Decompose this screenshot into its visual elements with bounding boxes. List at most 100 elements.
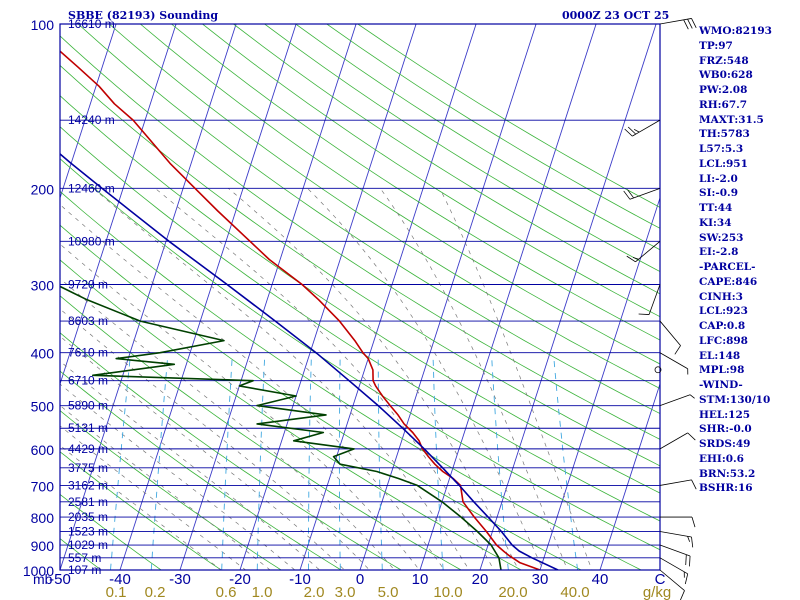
mixing-ratio-line: [491, 358, 509, 570]
wind-barb-flag: [684, 573, 689, 585]
moist-adiabat-line: [439, 188, 593, 570]
index-item: SW:253: [699, 231, 744, 244]
height-label: 5131 m: [68, 421, 108, 435]
index-item: RH:67.7: [699, 98, 748, 111]
wind-barb-shaft: [648, 284, 661, 315]
wind-barb-flag: [627, 189, 635, 199]
index-item: SHR:-0.0: [699, 423, 752, 436]
dry-adiabat-line: [60, 538, 102, 570]
mixing-ratio-label: 0.6: [216, 584, 237, 600]
wind-barb-flag: [638, 313, 650, 315]
sounding-datetime: 0000Z 23 OCT 25: [562, 9, 670, 22]
temperature-tick-label: -50: [49, 571, 71, 588]
height-label: 6710 m: [68, 374, 108, 388]
height-label: 9720 m: [68, 278, 108, 292]
height-label: 4429 m: [68, 442, 108, 456]
wind-barb-flag: [624, 128, 633, 137]
dry-adiabat-line: [60, 158, 660, 551]
wind-barb-flag: [689, 555, 691, 567]
index-item: EI:-2.8: [699, 246, 739, 259]
mixing-ratio-label: 20.0: [498, 584, 527, 600]
axis-labels: 16610 m 14240 m 12460 m 10980 m 9720 m 8603 m…: [23, 17, 671, 600]
isotherm-line: [599, 382, 660, 570]
index-item: MPL:98: [699, 364, 745, 377]
moist-adiabat-line: [60, 243, 420, 570]
height-label: 14240 m: [68, 113, 115, 127]
wind-barb-flag: [680, 590, 685, 600]
dewpoint-line: [60, 285, 502, 570]
index-item: SI:-0.9: [699, 187, 738, 200]
index-item: CAPE:846: [699, 275, 758, 288]
height-label: 16610 m: [68, 17, 115, 31]
temperature-tick-label: -10: [289, 571, 311, 588]
wind-barb-shaft: [659, 432, 688, 450]
index-item: STM:130/10: [699, 393, 771, 406]
isotherm-line: [179, 24, 357, 570]
pressure-tick-label: 700: [31, 478, 55, 494]
index-item: CINH:3: [699, 290, 743, 303]
station-title: SBBE (82193) Sounding: [68, 9, 219, 22]
moist-adiabat-line: [60, 404, 271, 570]
moist-adiabat-line: [60, 277, 395, 570]
index-item: TH:5783: [699, 128, 750, 141]
index-item: LCL:951: [699, 157, 748, 170]
wind-barb-shaft: [632, 119, 661, 137]
dry-adiabat-line: [60, 370, 342, 570]
index-item: EL:148: [699, 349, 741, 362]
height-label: 12460 m: [68, 181, 115, 195]
wind-barb-shaft: [659, 479, 692, 486]
index-item: LCL:923: [699, 305, 748, 318]
pressure-tick-label: 300: [31, 278, 55, 294]
wind-barb-shaft: [659, 531, 692, 538]
height-label: 2581 m: [68, 495, 108, 509]
moist-adiabat-line: [93, 188, 470, 570]
wind-barb-flag: [691, 18, 697, 28]
index-item: KI:34: [699, 216, 732, 229]
moist-adiabat-line: [60, 425, 247, 570]
pressure-tick-label: 500: [31, 399, 55, 415]
wind-barb-shaft: [659, 320, 681, 346]
mixing-ratio-label: 0.1: [106, 584, 127, 600]
index-item: MAXT:31.5: [699, 113, 764, 126]
mixing-ratio-label: g/kg: [643, 584, 671, 600]
mixing-ratio-line: [256, 358, 266, 570]
pressure-tick-label: 1000: [23, 563, 54, 579]
index-item: EHI:0.6: [699, 452, 744, 465]
wind-barb-flag: [632, 256, 639, 260]
wind-barb-flag: [685, 554, 687, 566]
mixing-ratio-line: [110, 358, 131, 570]
dry-adiabat-line: [264, 24, 660, 273]
pressure-tick-label: 900: [31, 538, 55, 554]
wind-barb-shaft: [659, 18, 692, 25]
dry-adiabat-line: [60, 64, 660, 467]
index-item: HEL:125: [699, 408, 751, 421]
pressure-tick-label: 600: [31, 442, 55, 458]
wind-barb-flag: [687, 432, 696, 441]
dry-adiabat-line: [60, 224, 582, 570]
temperature-tick-label: 0: [356, 571, 364, 588]
moist-adiabat-line: [380, 188, 568, 570]
index-item: TT:44: [699, 202, 733, 214]
index-item: FRZ:548: [699, 54, 749, 67]
wind-barb-flag: [623, 190, 631, 200]
pressure-tick-label: 200: [31, 181, 55, 197]
temperature-tick-label: 40: [592, 571, 609, 588]
temperature-tick-label: C: [655, 571, 666, 588]
temperature-tick-label: 30: [532, 571, 549, 588]
index-item: TP:97: [699, 39, 733, 52]
dry-adiabat-line: [60, 95, 660, 494]
mixing-ratio-line: [150, 358, 168, 570]
wind-barbs: [623, 18, 697, 600]
wind-barb-flag: [674, 345, 681, 355]
index-item: WMO:82193: [699, 25, 772, 37]
wind-barb-flag: [691, 516, 696, 528]
moist-adiabat-line: [60, 308, 370, 570]
wind-barb-flag: [683, 19, 689, 30]
moist-adiabat-line: [307, 188, 544, 570]
mixing-ratio-line: [553, 358, 579, 570]
index-item: CAP:0.8: [699, 320, 746, 332]
isotherm-line: [119, 24, 297, 570]
index-item: L57:5.3: [699, 143, 744, 155]
